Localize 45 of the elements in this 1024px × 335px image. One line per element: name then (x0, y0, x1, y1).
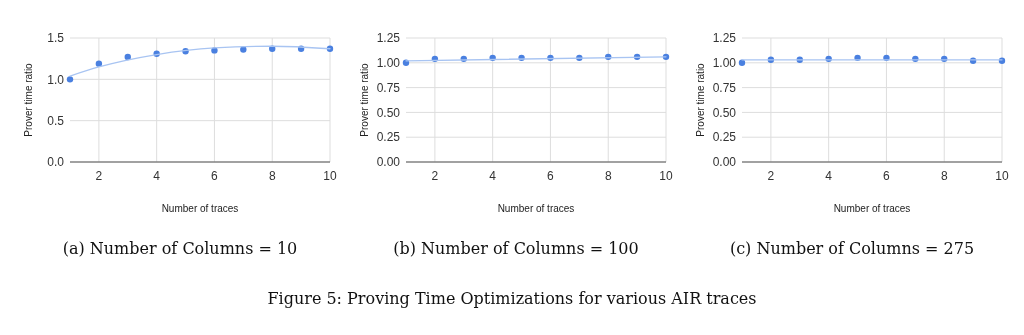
y-tick-label: 1.00 (376, 56, 401, 70)
point (95, 60, 103, 67)
x-tick-label: 10 (323, 169, 337, 183)
text: (c) Number of Columns = 275 (729, 239, 975, 258)
y-tick-label: 0.75 (712, 80, 737, 95)
y-tick-label: 0.25 (376, 130, 401, 145)
point (66, 76, 74, 83)
x-tick-label: 2 (95, 169, 103, 183)
y-tick-label: 0.00 (376, 155, 401, 170)
y-tick-label: 1.0 (47, 72, 65, 87)
point (240, 46, 247, 53)
y-tick-label: 0.50 (376, 105, 401, 120)
x-tick-label: 8 (940, 169, 948, 183)
x-tick-label: 10 (995, 169, 1009, 183)
x-tick-label: 4 (489, 169, 497, 183)
caption: Figure 5: Proving Time Optimizations for various AIR traces (267, 289, 757, 308)
x-tick-label: 10 (659, 169, 673, 183)
text: (b) Number of Columns = 100 (393, 239, 639, 258)
y-tick-label: 0.50 (712, 105, 737, 120)
y-tick-label: 0.00 (712, 155, 737, 170)
x-tick-label: 4 (153, 169, 161, 183)
x-axis-title: Number of traces (497, 203, 575, 214)
y-tick-label: 0.0 (47, 155, 65, 170)
x-tick-label: 8 (268, 169, 276, 183)
y-axis-title: Prover time ratio (695, 62, 706, 137)
x-tick-label: 2 (767, 169, 775, 183)
x-axis-title: Number of traces (161, 203, 239, 214)
y-tick-label: 1.5 (47, 31, 65, 46)
x-tick-label: 8 (604, 169, 612, 183)
x-tick-label: 2 (431, 169, 439, 183)
x-axis-title: Number of traces (833, 203, 911, 214)
y-tick-label: 0.25 (712, 130, 737, 145)
point (124, 53, 131, 61)
x-tick-label: 6 (547, 169, 555, 183)
x-tick-label: 6 (211, 169, 219, 183)
y-axis-title: Prover time ratio (359, 62, 370, 137)
x-tick-label: 6 (883, 169, 891, 183)
x-tick-label: 4 (825, 169, 833, 183)
text: (a) Number of Columns = 10 (62, 239, 298, 258)
y-tick-label: 1.25 (376, 31, 401, 46)
y-tick-label: 0.5 (47, 113, 65, 128)
y-tick-label: 1.25 (712, 31, 737, 46)
y-tick-label: 1.00 (712, 56, 737, 70)
y-axis-title: Prover time ratio (23, 62, 34, 137)
y-tick-label: 0.75 (376, 80, 401, 95)
